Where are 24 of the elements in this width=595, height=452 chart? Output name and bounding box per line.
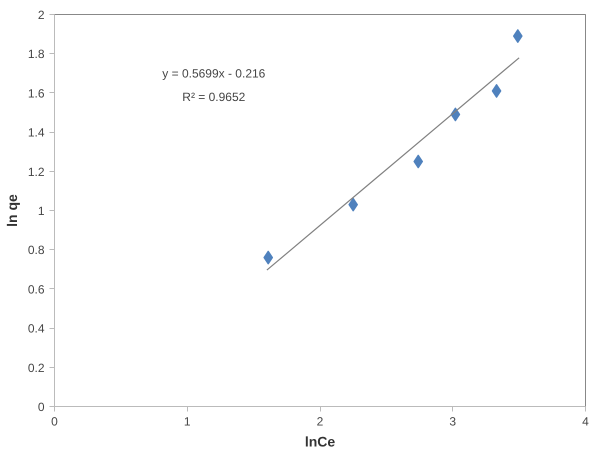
point	[263, 250, 274, 265]
annotation: R² = 0.9652	[182, 90, 246, 104]
x-tick-label: 0	[51, 414, 58, 428]
y-axis-title: ln qe	[4, 194, 20, 227]
point	[348, 198, 358, 212]
y-tick-label: 1.8	[28, 47, 45, 62]
y-tick-label: 1.6	[28, 86, 45, 100]
x-tick-label: 4	[582, 414, 590, 428]
annotation: y = 0.5699x - 0.216	[162, 66, 266, 80]
x-tick-label: 1	[184, 414, 191, 428]
y-tick-label: 0.4	[28, 322, 45, 336]
x-tick-label: 2	[316, 414, 324, 428]
y-tick-label: 1.4	[28, 126, 45, 140]
y-tick-label: 0.8	[28, 243, 45, 258]
y-tick-label: 2	[38, 8, 45, 22]
x-tick-label: 3	[449, 414, 456, 428]
y-tick-label: 0.6	[28, 282, 45, 296]
y-tick-label: 0.2	[28, 360, 45, 375]
point	[512, 29, 523, 44]
y-tick-label: 1	[38, 204, 45, 218]
y-tick-label: 1.2	[28, 164, 45, 179]
y-tick-label: 0	[38, 400, 45, 414]
point	[413, 154, 424, 168]
x-axis-title: lnCe	[304, 434, 336, 450]
